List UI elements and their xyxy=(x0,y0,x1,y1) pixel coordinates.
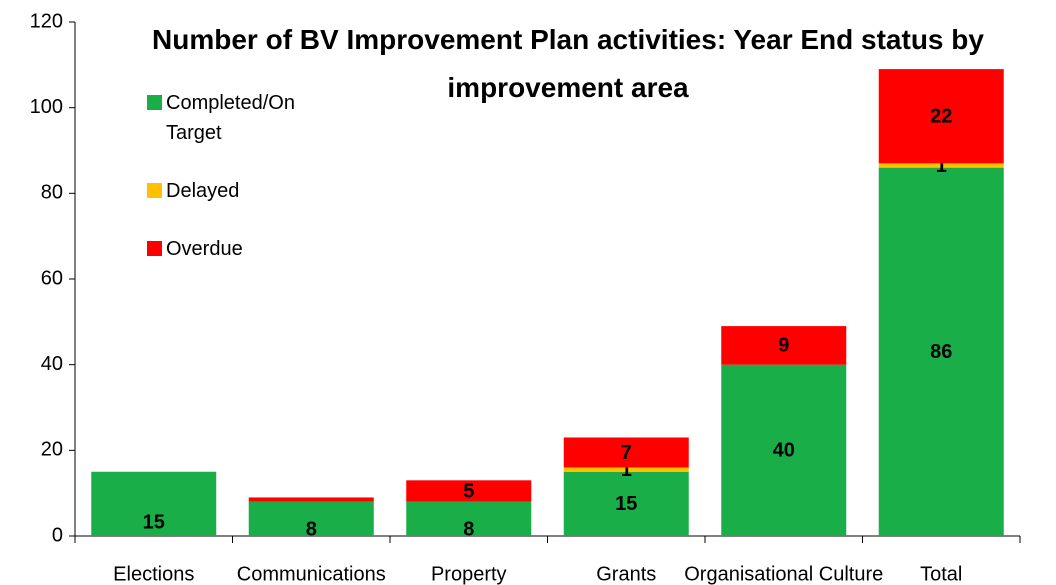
bar-segment xyxy=(563,437,689,468)
legend-item: Delayed xyxy=(147,176,287,206)
y-tick-label: 20 xyxy=(41,439,63,461)
bar-segment xyxy=(878,69,1004,164)
legend-swatch xyxy=(147,95,162,110)
bar-segment xyxy=(91,471,217,536)
data-label: 15 xyxy=(143,511,165,533)
x-tick-label: Property xyxy=(431,563,507,585)
bar-segment xyxy=(248,497,374,502)
data-label: 5 xyxy=(463,480,474,502)
data-label: 40 xyxy=(773,440,795,462)
data-label: 8 xyxy=(463,518,474,540)
chart-title: Number of BV Improvement Plan activities… xyxy=(152,24,984,103)
data-label: 22 xyxy=(930,106,952,128)
data-label: 8 xyxy=(306,518,317,540)
legend-swatch xyxy=(147,241,162,256)
y-tick-label: 120 xyxy=(30,10,63,32)
legend-label: Completed/On Target xyxy=(166,92,295,144)
x-tick-label: Total xyxy=(920,563,962,585)
data-label: 15 xyxy=(615,493,637,515)
data-label: 1 xyxy=(936,155,947,177)
x-tick-label: Organisational Culture xyxy=(684,563,883,585)
data-label: 86 xyxy=(930,341,952,363)
bar-segment xyxy=(248,501,374,536)
bar-segment xyxy=(878,167,1004,536)
legend-swatch xyxy=(147,183,162,198)
bar-segment xyxy=(721,364,847,536)
bar-segment xyxy=(406,501,532,536)
y-tick-label: 100 xyxy=(30,96,63,118)
bar-segment xyxy=(878,163,1004,168)
legend: Completed/On Target Delayed Overdue xyxy=(147,88,295,292)
y-tick-label: 60 xyxy=(41,267,63,289)
legend-label: Overdue xyxy=(166,238,243,260)
y-tick-label: 40 xyxy=(41,353,63,375)
x-tick-label: Grants xyxy=(596,563,656,585)
data-label: 7 xyxy=(621,442,632,464)
bar-segment xyxy=(721,326,847,365)
data-label: 9 xyxy=(778,335,789,357)
legend-item: Completed/On Target xyxy=(147,88,295,148)
data-label: 1 xyxy=(621,459,632,481)
y-tick-label: 0 xyxy=(52,524,63,546)
bar-segment xyxy=(563,471,689,536)
bar-segment xyxy=(563,467,689,472)
y-tick-label: 80 xyxy=(41,182,63,204)
legend-item: Overdue xyxy=(147,234,287,264)
legend-label: Delayed xyxy=(166,180,240,202)
x-tick-label: Communications xyxy=(237,563,386,585)
bar-segment xyxy=(406,480,532,502)
x-tick-label: Elections xyxy=(113,563,194,585)
